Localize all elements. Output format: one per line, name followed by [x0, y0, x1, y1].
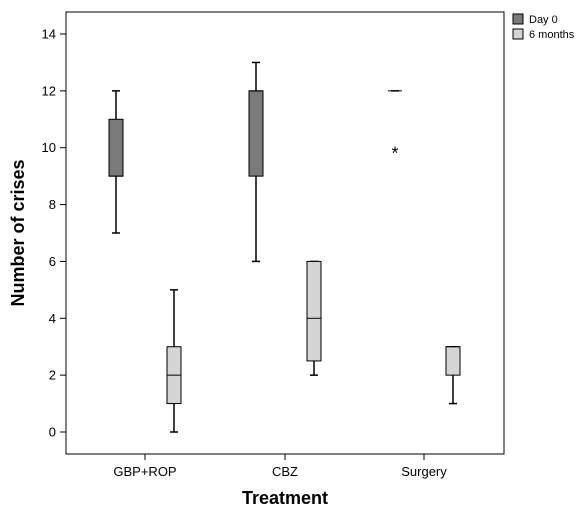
x-axis-title: Treatment	[242, 488, 328, 508]
legend-swatch	[512, 28, 524, 40]
legend-label: Day 0	[529, 14, 558, 26]
box-body	[108, 118, 124, 177]
y-tick-label: 4	[49, 311, 56, 326]
y-axis: 0 2 4 6 8 10 12 14	[42, 27, 66, 440]
x-tick-label: Surgery	[401, 464, 447, 479]
x-tick-label: CBZ	[272, 464, 298, 479]
y-tick-label: 8	[49, 197, 56, 212]
y-tick-label: 14	[42, 27, 56, 42]
y-tick-label: 6	[49, 254, 56, 269]
legend-label: 6 months	[529, 29, 575, 41]
box-6-months-gbp-rop	[166, 289, 182, 433]
x-tick-label: GBP+ROP	[113, 464, 176, 479]
box-body	[445, 346, 461, 376]
box-body	[306, 260, 322, 362]
legend: Day 0 6 months	[512, 13, 575, 41]
box-day-0-surgery: *	[388, 90, 402, 164]
box-series: *	[108, 61, 461, 433]
box-day-0-cbz	[248, 61, 264, 263]
y-tick-label: 0	[49, 425, 56, 440]
box-6-months-cbz	[306, 260, 322, 376]
y-tick-label: 2	[49, 368, 56, 383]
box-body	[248, 90, 264, 177]
plot-frame	[65, 11, 505, 455]
y-axis-title: Number of crises	[8, 159, 28, 306]
outlier-marker: *	[391, 144, 398, 164]
box-6-months-surgery	[445, 345, 461, 405]
y-tick-label: 12	[42, 83, 56, 98]
y-tick-label: 10	[42, 140, 56, 155]
box-day-0-gbp-rop	[108, 90, 124, 234]
x-axis: GBP+ROP CBZ Surgery	[113, 454, 447, 479]
legend-swatch	[512, 13, 524, 25]
